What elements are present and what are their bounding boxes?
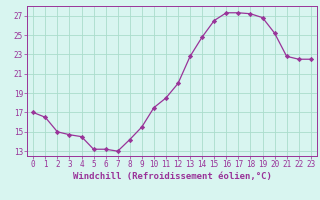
- X-axis label: Windchill (Refroidissement éolien,°C): Windchill (Refroidissement éolien,°C): [73, 172, 271, 181]
